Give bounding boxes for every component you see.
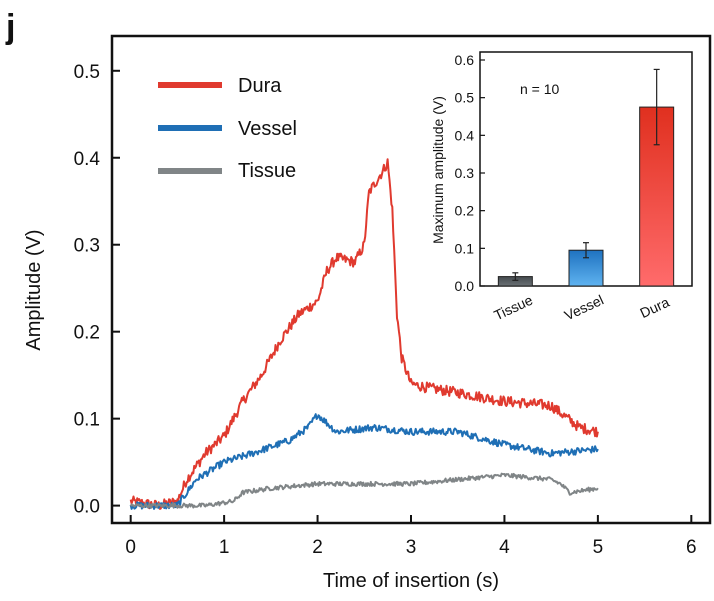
main-series-group <box>129 158 599 510</box>
y-tick-label: 0.3 <box>74 236 100 257</box>
inset-y-tick-label: 0.0 <box>455 278 475 294</box>
x-tick-label: 2 <box>312 537 323 558</box>
x-tick-label: 3 <box>406 537 417 558</box>
inset-y-tick-label: 0.3 <box>455 165 475 181</box>
legend-label-vessel: Vessel <box>238 118 297 140</box>
inset-x-tick-label: Dura <box>637 294 671 321</box>
panel-label: j <box>6 8 16 46</box>
series-line-vessel <box>129 413 599 510</box>
inset-y-tick-label: 0.5 <box>455 90 475 106</box>
x-tick-label: 5 <box>593 537 604 558</box>
x-tick-label: 1 <box>219 537 230 558</box>
main-axes: 0 1 2 3 4 5 6 0.0 0.1 0.2 0.3 0.4 0.5 <box>74 62 697 558</box>
y-tick-label: 0.0 <box>74 497 100 518</box>
inset-y-tick-label: 0.2 <box>455 203 475 219</box>
x-tick-label: 6 <box>686 537 697 558</box>
y-axis-title: Amplitude (V) <box>23 229 45 350</box>
inset-sample-size: n = 10 <box>520 81 560 97</box>
y-tick-label: 0.4 <box>74 149 101 170</box>
inset-x-tick-label: Tissue <box>491 292 535 324</box>
legend-label-tissue: Tissue <box>238 160 296 182</box>
legend: Dura Vessel Tissue <box>158 75 297 182</box>
series-line-dura <box>129 158 599 510</box>
inset-y-tick-label: 0.1 <box>455 240 475 256</box>
x-tick-label: 0 <box>125 537 136 558</box>
inset-y-axis-title: Maximum amplitude (V) <box>430 96 446 244</box>
x-tick-label: 4 <box>499 537 510 558</box>
y-tick-label: 0.1 <box>74 410 100 431</box>
inset-x-tick-label: Vessel <box>562 292 606 324</box>
y-tick-label: 0.5 <box>74 62 100 83</box>
series-line-tissue <box>129 472 599 509</box>
inset-axes: 0.0 0.1 0.2 0.3 0.4 0.5 0.6 <box>455 52 485 294</box>
y-tick-label: 0.2 <box>74 323 100 344</box>
legend-label-dura: Dura <box>238 75 282 97</box>
inset-y-tick-label: 0.6 <box>455 52 475 68</box>
x-axis-title: Time of insertion (s) <box>323 570 499 592</box>
inset-y-tick-label: 0.4 <box>455 127 475 143</box>
